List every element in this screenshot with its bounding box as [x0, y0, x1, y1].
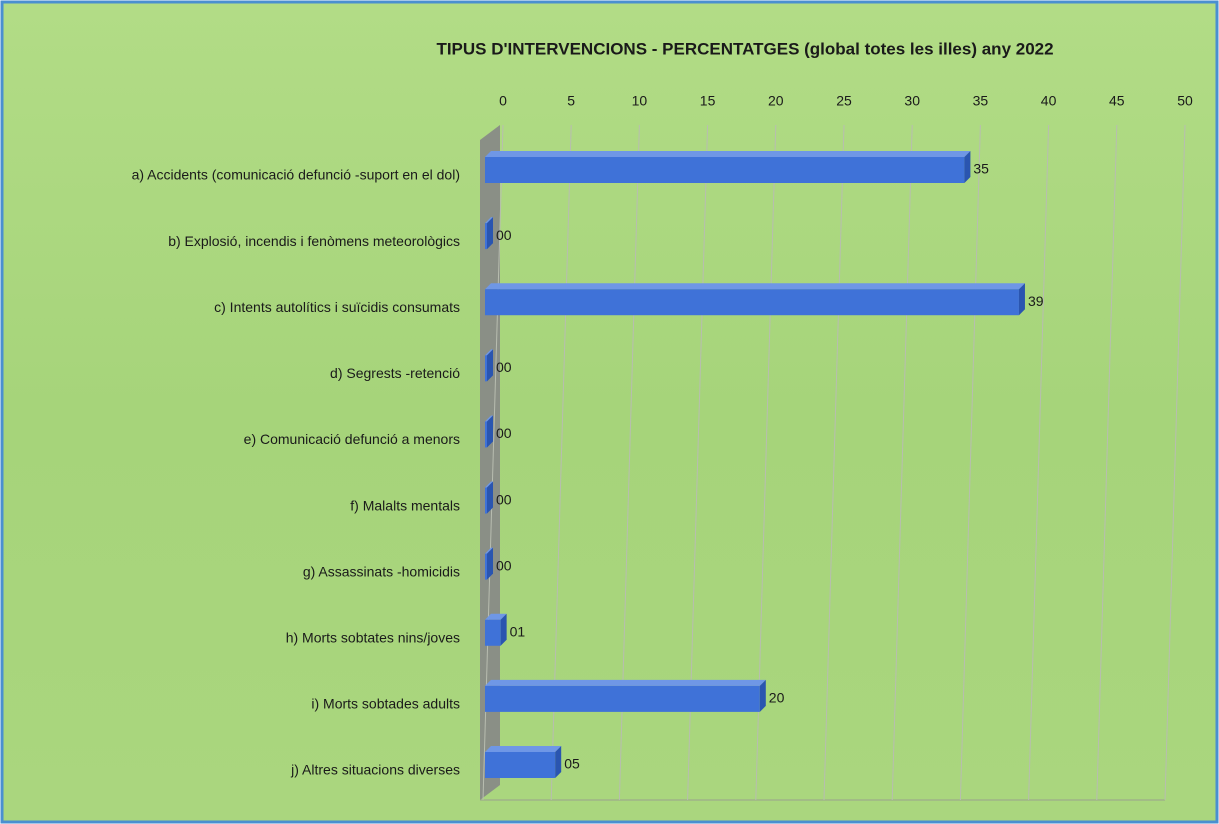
bar: [485, 752, 556, 778]
bar-end: [555, 746, 562, 778]
x-tick-label: 0: [499, 93, 507, 109]
bar-end: [487, 415, 493, 448]
data-label: 01: [510, 623, 526, 639]
y-tick-label: h) Morts sobtates nins/joves: [286, 629, 460, 645]
y-tick-label: a) Accidents (comunicació defunció -supo…: [132, 167, 460, 183]
bar-top: [485, 283, 1025, 290]
grid-line: [959, 124, 981, 801]
x-tick-label: 20: [768, 93, 784, 109]
grid-line: [891, 124, 913, 801]
data-label: 35: [973, 161, 989, 177]
bar: [485, 289, 1019, 316]
grid-line: [1096, 124, 1118, 801]
y-tick-label: d) Segrests -retenció: [330, 365, 460, 381]
y-tick-label: i) Morts sobtades adults: [311, 696, 460, 712]
bar: [485, 355, 487, 382]
bar: [485, 157, 965, 183]
grid-line: [823, 124, 845, 801]
bar-end: [487, 217, 493, 250]
x-tick-label: 50: [1177, 93, 1193, 109]
x-tick-label: 30: [904, 93, 920, 109]
chart-title: TIPUS D'INTERVENCIONS - PERCENTATGES (gl…: [436, 39, 1053, 58]
x-tick-label: 25: [836, 93, 852, 109]
data-label: 39: [1028, 293, 1044, 309]
data-label: 05: [564, 756, 580, 772]
x-tick-label: 15: [700, 93, 716, 109]
data-label: 00: [496, 491, 512, 507]
bar-end: [1018, 283, 1025, 316]
y-tick-label: j) Altres situacions diverses: [290, 762, 460, 778]
bar: [485, 553, 487, 580]
bar-top: [485, 613, 507, 620]
x-tick-label: 40: [1041, 93, 1057, 109]
bar: [485, 421, 487, 448]
x-tick-label: 45: [1109, 93, 1125, 109]
x-tick-label: 5: [567, 93, 575, 109]
data-label: 00: [496, 359, 512, 375]
bar-end: [759, 679, 766, 712]
data-label: 00: [496, 557, 512, 573]
y-tick-label: f) Malalts mentals: [350, 497, 460, 513]
y-tick-label: b) Explosió, incendis i fenòmens meteoro…: [168, 233, 460, 249]
bar-end: [487, 349, 493, 382]
data-label: 00: [496, 227, 512, 243]
data-label: 00: [496, 425, 512, 441]
bar: [485, 619, 501, 646]
bar-end: [487, 481, 493, 514]
y-tick-label: c) Intents autolítics i suïcidis consuma…: [214, 299, 460, 315]
y-tick-label: e) Comunicació defunció a menors: [244, 431, 460, 447]
bar-end: [487, 547, 493, 580]
bar-top: [485, 415, 493, 422]
bar-top: [485, 151, 971, 157]
bar: [485, 223, 487, 250]
bar-end: [500, 613, 507, 646]
x-tick-label: 10: [632, 93, 648, 109]
bar-top: [485, 481, 493, 488]
bar-top: [485, 746, 562, 752]
bar: [485, 685, 760, 712]
bar-top: [485, 217, 493, 224]
bar-top: [485, 679, 766, 686]
grid-line: [1164, 124, 1186, 801]
grid-line: [1028, 124, 1050, 801]
y-tick-label: g) Assassinats -homicidis: [303, 563, 460, 579]
data-label: 20: [769, 690, 785, 706]
x-tick-label: 35: [973, 93, 989, 109]
bar-top: [485, 349, 493, 356]
bar-top: [485, 547, 493, 554]
bar: [485, 487, 487, 514]
bar-end: [964, 151, 971, 183]
